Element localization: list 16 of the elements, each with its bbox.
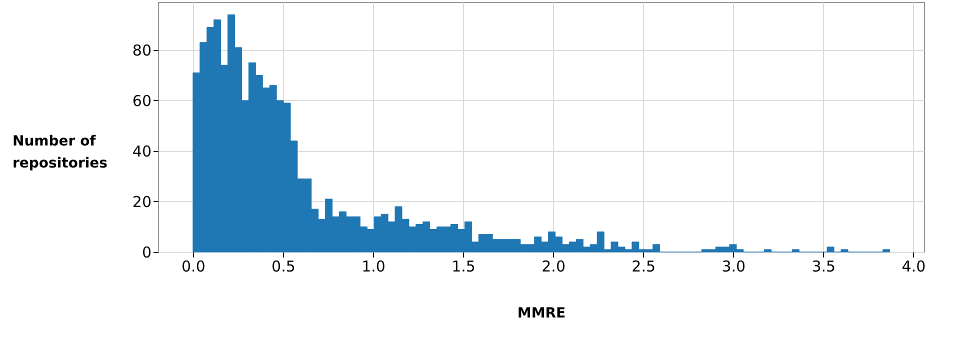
x-tick-label: 1.0 [362,258,386,276]
x-tick-label: 0.0 [182,258,206,276]
y-tick-label: 40 [132,142,152,160]
x-tick-label: 4.0 [902,258,926,276]
x-axis-title: MMRE [517,306,566,322]
y-axis-title: Number of repositories [12,134,108,172]
y-tick-label: 80 [132,41,152,60]
y-tick-label: 0 [142,244,152,262]
x-tick-label: 2.5 [632,258,656,276]
x-tick-label: 3.0 [722,258,746,276]
x-tick-label: 2.0 [542,258,566,276]
y-tick-label: 60 [132,92,152,110]
y-tick-label: 20 [132,192,152,211]
x-tick-label: 0.5 [272,258,296,276]
x-tick-label: 1.5 [452,258,476,276]
x-tick-label: 3.5 [812,258,836,276]
